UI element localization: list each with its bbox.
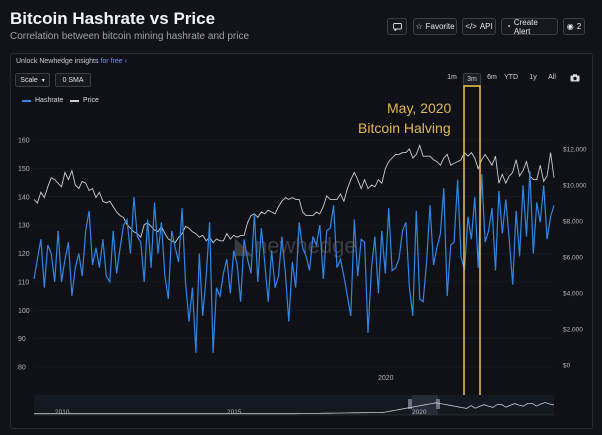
right-tick-label: $4,000 [563, 291, 583, 298]
api-button[interactable]: </> API [462, 18, 496, 35]
navigator-tick-label: 2010 [55, 409, 70, 416]
legend-hashrate[interactable]: Hashrate [22, 97, 63, 104]
bell-icon: ◔ [506, 22, 511, 31]
navigator-tick-label: 2020 [412, 409, 427, 416]
series-price-line [33, 144, 555, 244]
range-all[interactable]: All [548, 74, 556, 81]
camera-button[interactable] [567, 74, 583, 84]
navigator-tick-label: 2015 [227, 409, 242, 416]
left-tick-label: 160 [18, 138, 30, 145]
code-icon: </> [465, 22, 477, 31]
right-axis: $12,000 $10,000 $8,000 $6,000 $4,000 $2,000 $0 [563, 147, 587, 370]
left-tick-label: 80 [18, 365, 26, 372]
right-tick-label: $12,000 [563, 147, 587, 154]
right-tick-label: $6,000 [563, 255, 583, 262]
left-tick-label: 130 [18, 223, 30, 230]
scale-label: Scale [20, 76, 38, 84]
annotation-label: Bitcoin Halving [358, 120, 451, 136]
range-6m[interactable]: 6m [487, 74, 497, 81]
views-count: 2 [576, 22, 582, 31]
camera-icon [570, 74, 580, 82]
create-alert-label: Create Alert [513, 17, 538, 36]
navigator[interactable]: 2010 2015 2020 [34, 395, 555, 416]
range-1y[interactable]: 1y [529, 74, 537, 81]
unlock-banner: Unlock Newhedge insights for free › [16, 58, 127, 65]
chat-icon [392, 22, 402, 31]
right-tick-label: $2,000 [563, 327, 583, 334]
left-tick-label: 90 [18, 336, 26, 343]
favorite-label: Favorite [425, 22, 455, 31]
navigator-handle-left[interactable] [408, 399, 412, 409]
page-title: Bitcoin Hashrate vs Price [10, 9, 216, 28]
legend-hashrate-swatch [22, 99, 31, 102]
chevron-down-icon: ▾ [41, 77, 45, 84]
navigator-ticks: 2010 2015 2020 [55, 409, 427, 416]
left-tick-label: 150 [18, 166, 30, 173]
series-hashrate-line [33, 171, 555, 353]
grid-lines [34, 139, 554, 368]
navigator-background [34, 395, 554, 415]
navigator-handle-right[interactable] [436, 399, 440, 409]
sma-button[interactable]: 0 SMA [55, 73, 91, 87]
comment-button[interactable] [387, 18, 407, 35]
create-alert-button[interactable]: ◔ Create Alert [501, 17, 558, 36]
eye-icon: ◉ [566, 22, 574, 31]
navigator-price-line [34, 402, 555, 415]
left-tick-label: 110 [18, 279, 29, 286]
annotation-date: May, 2020 [387, 100, 452, 116]
star-icon: ☆ [415, 22, 423, 31]
api-label: API [479, 22, 493, 31]
range-ytd[interactable]: YTD [504, 74, 518, 81]
chevron-right-icon: › [122, 58, 127, 65]
range-1m[interactable]: 1m [447, 74, 457, 81]
page-subtitle: Correlation between bitcoin mining hashr… [10, 31, 250, 42]
right-tick-label: $0 [563, 363, 571, 370]
right-tick-label: $10,000 [563, 183, 587, 190]
left-tick-label: 120 [18, 251, 30, 258]
x-tick-2020: 2020 [378, 375, 394, 382]
left-axis: 160 150 140 130 120 110 100 90 80 [18, 138, 30, 372]
right-tick-label: $8,000 [563, 219, 583, 226]
legend-price-swatch [70, 99, 79, 102]
legend-price-label: Price [83, 97, 99, 104]
left-tick-label: 100 [18, 308, 30, 315]
views-badge[interactable]: ◉ 2 [563, 18, 585, 35]
scale-dropdown[interactable]: Scale ▾ [15, 73, 50, 87]
unlock-text: Unlock Newhedge insights [16, 58, 99, 65]
sma-label: 0 SMA [62, 76, 84, 84]
unlock-link[interactable]: for free [100, 58, 123, 65]
favorite-button[interactable]: ☆ Favorite [413, 18, 457, 35]
legend-hashrate-label: Hashrate [35, 97, 64, 104]
legend-price[interactable]: Price [70, 97, 99, 104]
left-tick-label: 140 [18, 194, 30, 201]
